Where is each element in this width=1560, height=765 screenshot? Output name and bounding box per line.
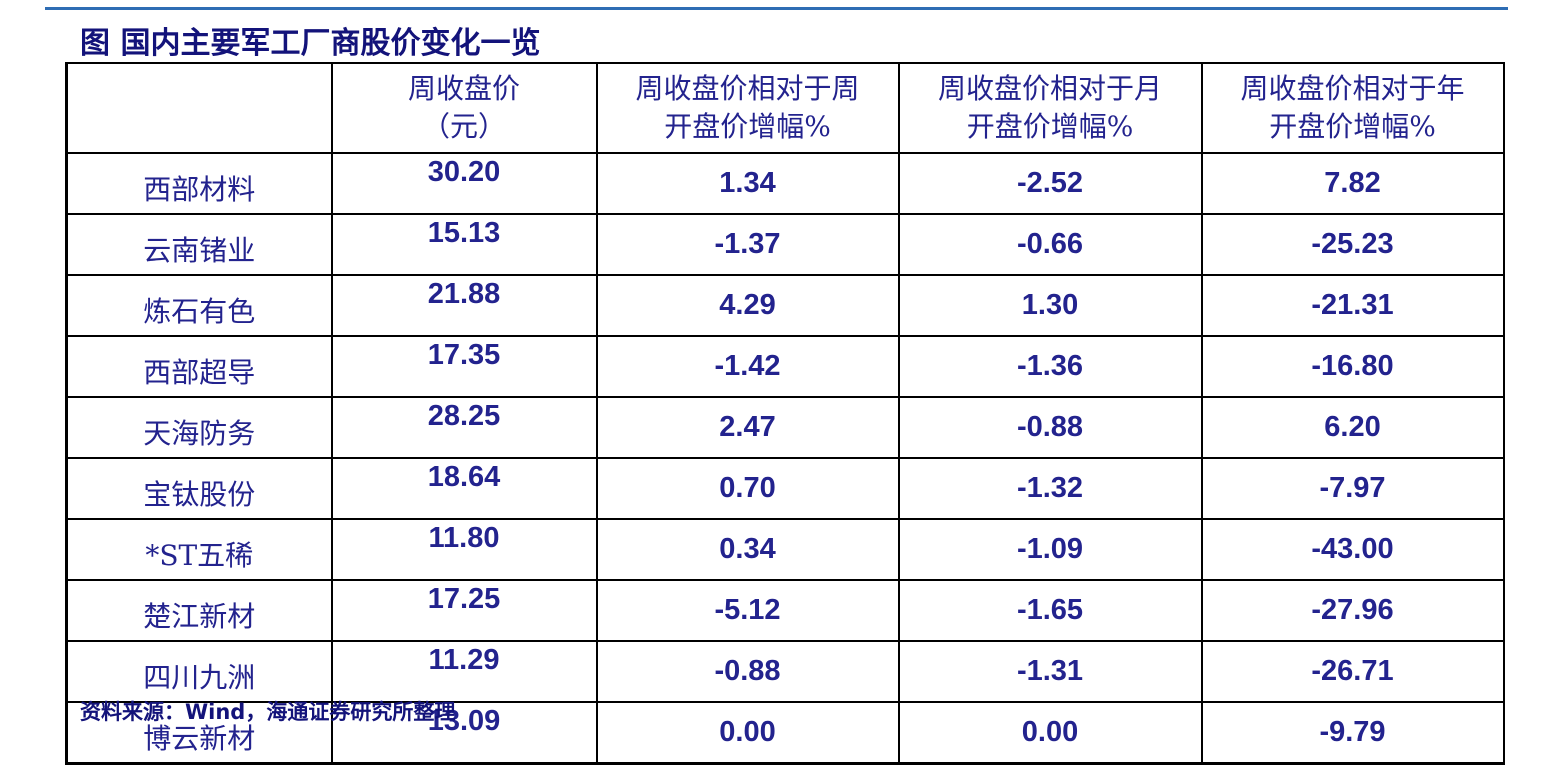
data-row: 西部超导 17.35 -1.42 -1.36 -16.80 — [65, 335, 1505, 398]
value-cell: 28.25 — [330, 396, 598, 459]
value-cell: -1.42 — [595, 335, 900, 398]
value-cell: -1.31 — [897, 640, 1203, 703]
company-name: 西部材料 — [65, 152, 333, 215]
value-cell: -1.65 — [897, 579, 1203, 642]
company-name: 宝钛股份 — [65, 457, 333, 520]
value-cell: -26.71 — [1200, 640, 1505, 703]
value-cell: -21.31 — [1200, 274, 1505, 337]
header-line: 周收盘价相对于周 — [635, 72, 860, 105]
value-cell: 11.29 — [330, 640, 598, 703]
company-name: 炼石有色 — [65, 274, 333, 337]
header-line: 开盘价增幅% — [664, 110, 831, 143]
value-cell: 7.82 — [1200, 152, 1505, 215]
data-row: 云南锗业 15.13 -1.37 -0.66 -25.23 — [65, 213, 1505, 276]
value-cell: 4.29 — [595, 274, 900, 337]
corner-cell — [65, 62, 333, 154]
header-line: 周收盘价相对于月 — [937, 72, 1162, 105]
header-line: 开盘价增幅% — [1269, 110, 1436, 143]
company-name: 天海防务 — [65, 396, 333, 459]
value-cell: 2.47 — [595, 396, 900, 459]
value-cell: -0.88 — [595, 640, 900, 703]
value-cell: -7.97 — [1200, 457, 1505, 520]
header-line: 周收盘价 — [407, 72, 520, 105]
page: {"title": "图 国内主要军工厂商股价变化一览", "table": {… — [45, 7, 1508, 765]
value-cell: -9.79 — [1200, 701, 1505, 765]
header-line: 周收盘价相对于年 — [1240, 72, 1465, 105]
value-cell: -2.52 — [897, 152, 1203, 215]
title: 图 国内主要军工厂商股价变化一览 — [80, 26, 541, 61]
company-name: *ST五稀 — [65, 518, 333, 581]
header-cell: 周收盘价 （元） — [330, 62, 598, 154]
value-cell: 1.34 — [595, 152, 900, 215]
value-cell: 21.88 — [330, 274, 598, 337]
data-row: 楚江新材 17.25 -5.12 -1.65 -27.96 — [65, 579, 1505, 642]
header-cell: 周收盘价相对于月 开盘价增幅% — [897, 62, 1203, 154]
value-cell: 0.34 — [595, 518, 900, 581]
data-row: 西部材料 30.20 1.34 -2.52 7.82 — [65, 152, 1505, 215]
value-cell: -5.12 — [595, 579, 900, 642]
data-row: 四川九洲 11.29 -0.88 -1.31 -26.71 — [65, 640, 1505, 703]
value-cell: -1.32 — [897, 457, 1203, 520]
header-line: （元） — [421, 110, 506, 143]
company-name: 四川九洲 — [65, 640, 333, 703]
value-cell: 6.20 — [1200, 396, 1505, 459]
value-cell: -1.37 — [595, 213, 900, 276]
header-line: 开盘价增幅% — [966, 110, 1134, 143]
value-cell: -43.00 — [1200, 518, 1505, 581]
value-cell: -0.88 — [897, 396, 1203, 459]
value-cell: -16.80 — [1200, 335, 1505, 398]
stock-table: 周收盘价 （元） 周收盘价相对于周 开盘价增幅% 周收盘价相对于月 开盘价增幅% 周收盘价相… — [65, 62, 1505, 765]
value-cell: 18.64 — [330, 457, 598, 520]
value-cell: 17.35 — [330, 335, 598, 398]
data-row: 炼石有色 21.88 4.29 1.30 -21.31 — [65, 274, 1505, 337]
company-name: 西部超导 — [65, 335, 333, 398]
value-cell: 1.30 — [897, 274, 1203, 337]
value-cell: -1.09 — [897, 518, 1203, 581]
header-cell: 周收盘价相对于年 开盘价增幅% — [1200, 62, 1505, 154]
value-cell: 11.80 — [330, 518, 598, 581]
company-name: 楚江新材 — [65, 579, 333, 642]
source-note: 资料来源：Wind，海通证券研究所整理 — [80, 700, 456, 724]
value-cell: 0.00 — [595, 701, 900, 765]
value-cell: -27.96 — [1200, 579, 1505, 642]
header-row: 周收盘价 （元） 周收盘价相对于周 开盘价增幅% 周收盘价相对于月 开盘价增幅% 周收盘价相… — [65, 62, 1505, 154]
value-cell: -25.23 — [1200, 213, 1505, 276]
value-cell: 0.00 — [897, 701, 1203, 765]
top-rule — [45, 7, 1508, 10]
data-row: 天海防务 28.25 2.47 -0.88 6.20 — [65, 396, 1505, 459]
value-cell: 17.25 — [330, 579, 598, 642]
value-cell: -0.66 — [897, 213, 1203, 276]
data-row: 宝钛股份 18.64 0.70 -1.32 -7.97 — [65, 457, 1505, 520]
data-row: *ST五稀 11.80 0.34 -1.09 -43.00 — [65, 518, 1505, 581]
value-cell: 30.20 — [330, 152, 598, 215]
value-cell: -1.36 — [897, 335, 1203, 398]
company-name: 云南锗业 — [65, 213, 333, 276]
value-cell: 0.70 — [595, 457, 900, 520]
value-cell: 15.13 — [330, 213, 598, 276]
header-cell: 周收盘价相对于周 开盘价增幅% — [595, 62, 900, 154]
